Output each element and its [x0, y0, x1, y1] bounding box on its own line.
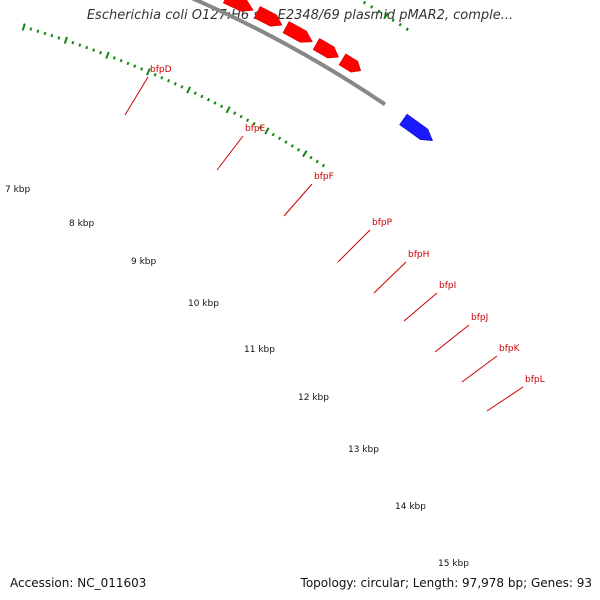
scale-tick — [302, 150, 308, 158]
backbone-arc — [191, 0, 387, 107]
accession-label: Accession: NC_011603 — [10, 576, 147, 590]
scale-tick — [220, 104, 224, 109]
scale-labels: 7 kbp 8 kbp 9 kbp 10 kbp 11 kbp 12 kbp 13 kbp 1… — [5, 185, 469, 569]
scale-tick — [225, 106, 231, 114]
scale-tick — [126, 61, 130, 66]
gene-arrow — [222, 0, 254, 12]
callout-leader — [283, 183, 313, 217]
scale-tick — [213, 101, 217, 105]
scale-tick — [112, 56, 116, 60]
scale-tick — [398, 22, 402, 27]
scale-label: 9 kbp — [131, 257, 157, 267]
gene-label-bfpp: bfpP — [372, 218, 393, 228]
scale-tick — [119, 58, 123, 63]
scale-tick — [233, 111, 237, 115]
scale-tick — [264, 127, 270, 135]
scale-tick — [206, 97, 211, 102]
callout-leader — [403, 292, 438, 322]
scale-tick — [36, 29, 40, 33]
scale-tick — [315, 159, 319, 164]
blue-gene-arrow — [399, 113, 433, 141]
scale-tick — [246, 118, 250, 122]
inner-tick-ring — [21, 23, 326, 168]
gene-label-bfpd: bfpD — [150, 65, 172, 75]
scale-tick — [71, 40, 75, 45]
backbone-ring — [191, 0, 387, 107]
outer-tick-ring — [357, 0, 409, 32]
scale-label: 11 kbp — [244, 345, 275, 355]
scale-tick — [239, 114, 243, 119]
gene-arrow — [338, 53, 362, 73]
scale-tick — [271, 132, 275, 137]
scale-tick — [200, 94, 204, 99]
gene-label-bfpk: bfpK — [499, 344, 521, 354]
scale-tick — [252, 121, 256, 126]
scale-tick — [391, 18, 395, 22]
scale-label: 8 kbp — [69, 219, 95, 229]
scale-tick — [277, 136, 282, 141]
scale-tick — [43, 31, 47, 36]
scale-tick — [57, 36, 61, 40]
scale-tick — [160, 75, 164, 80]
scale-tick — [377, 9, 381, 14]
scale-tick — [105, 51, 110, 59]
scale-tick — [140, 67, 144, 71]
scale-tick — [173, 82, 177, 86]
gene-label-bfpj: bfpJ — [471, 313, 488, 323]
scale-label: 14 kbp — [395, 502, 426, 512]
scale-tick — [193, 91, 197, 95]
gene-label-bfpf: bfpF — [314, 172, 334, 182]
scale-tick — [78, 43, 82, 47]
scale-tick — [370, 5, 374, 9]
gene-arrow — [312, 37, 340, 59]
gene-arrow — [253, 6, 283, 27]
gene-arrow — [282, 21, 313, 43]
scale-tick — [92, 48, 96, 52]
callout-leader — [486, 386, 524, 412]
scale-tick — [63, 36, 68, 44]
scale-tick — [85, 45, 89, 50]
gene-track — [222, 0, 362, 73]
scale-tick — [309, 155, 313, 160]
scale-tick — [383, 12, 389, 20]
callout-leader — [434, 324, 470, 353]
scale-tick — [258, 125, 263, 130]
scale-tick — [290, 144, 294, 148]
callout-leader — [461, 355, 498, 383]
scale-label: 12 kbp — [298, 393, 329, 403]
scale-tick — [167, 78, 171, 83]
scale-tick — [50, 33, 54, 38]
scale-tick — [284, 140, 288, 144]
scale-label: 10 kbp — [188, 299, 219, 309]
blue-gene-track — [399, 113, 433, 141]
scale-tick — [296, 147, 301, 152]
scale-tick — [133, 64, 137, 68]
gene-label-bfph: bfpH — [408, 250, 429, 260]
scale-tick — [153, 73, 157, 77]
scale-tick — [146, 68, 151, 76]
scale-tick — [180, 85, 184, 89]
scale-tick — [29, 27, 33, 31]
callout-leader — [216, 135, 244, 171]
scale-tick — [321, 163, 326, 168]
callout-leader — [124, 76, 149, 116]
scale-tick — [362, 0, 367, 5]
gene-label-bfpe: bfpE — [245, 124, 266, 134]
callout-leader — [373, 261, 407, 294]
gene-label-bfpi: bfpI — [439, 281, 456, 291]
scale-tick — [21, 23, 26, 31]
callout-leader — [337, 229, 371, 263]
topology-summary: Topology: circular; Length: 97,978 bp; G… — [300, 576, 592, 590]
gene-label-bfpl: bfpL — [525, 375, 545, 385]
scale-label: 7 kbp — [5, 185, 31, 195]
scale-label: 15 kbp — [438, 559, 469, 569]
scale-tick — [186, 86, 192, 94]
gene-callouts: bfpD bfpE bfpF bfpP bfpH bfpI bfpJ bfpK bfpL — [124, 65, 545, 412]
map-title: Escherichia coli O127:H6 str. E2348/69 p… — [86, 8, 514, 23]
scale-label: 13 kbp — [348, 445, 379, 455]
scale-tick — [99, 50, 103, 55]
scale-tick — [405, 27, 409, 32]
